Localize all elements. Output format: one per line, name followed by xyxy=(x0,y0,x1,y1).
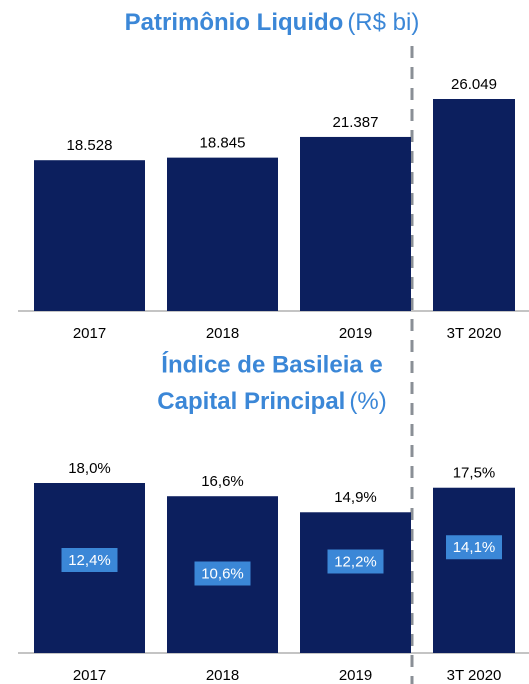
title: Capital Principal xyxy=(157,388,345,415)
value-label: 18.845 xyxy=(200,135,246,152)
inner-label-box xyxy=(61,548,118,572)
inner-value-label: 12,4% xyxy=(68,552,111,569)
value-label: 18,0% xyxy=(68,460,111,477)
bar xyxy=(433,487,515,653)
x-tick-label: 2018 xyxy=(206,325,239,342)
chart-title: Capital Principal (%) xyxy=(157,388,386,415)
inner-label-box xyxy=(446,535,502,560)
bar xyxy=(167,157,278,311)
value-label: 17,5% xyxy=(453,465,496,482)
inner-value-label: 10,6% xyxy=(201,565,244,582)
chart-title: Índice de Basileia e xyxy=(161,350,382,378)
x-tick-label: 3T 2020 xyxy=(447,667,502,684)
unit: (%) xyxy=(349,388,386,415)
chart-title: Patrimônio Liquido (R$ bi) xyxy=(125,9,420,36)
value-label: 18.528 xyxy=(67,137,113,154)
inner-label-box xyxy=(327,549,384,574)
value-label: 14,9% xyxy=(334,489,377,506)
x-tick-label: 2018 xyxy=(206,667,239,684)
bar xyxy=(300,136,411,311)
x-tick-label: 2019 xyxy=(339,667,372,684)
inner-value-label: 14,1% xyxy=(453,539,496,556)
inner-label-box xyxy=(194,561,251,586)
x-tick-label: 2019 xyxy=(339,325,372,342)
bar xyxy=(34,160,145,311)
value-label: 26.049 xyxy=(451,76,497,93)
value-label: 16,6% xyxy=(201,473,244,490)
x-tick-label: 3T 2020 xyxy=(447,325,502,342)
bar xyxy=(300,512,411,653)
title: Patrimônio Liquido xyxy=(125,9,344,36)
bar xyxy=(433,99,515,311)
value-label: 21.387 xyxy=(333,114,379,131)
x-tick-label: 2017 xyxy=(73,667,106,684)
x-tick-label: 2017 xyxy=(73,325,106,342)
unit: (R$ bi) xyxy=(347,9,419,36)
inner-value-label: 12,2% xyxy=(334,553,377,570)
